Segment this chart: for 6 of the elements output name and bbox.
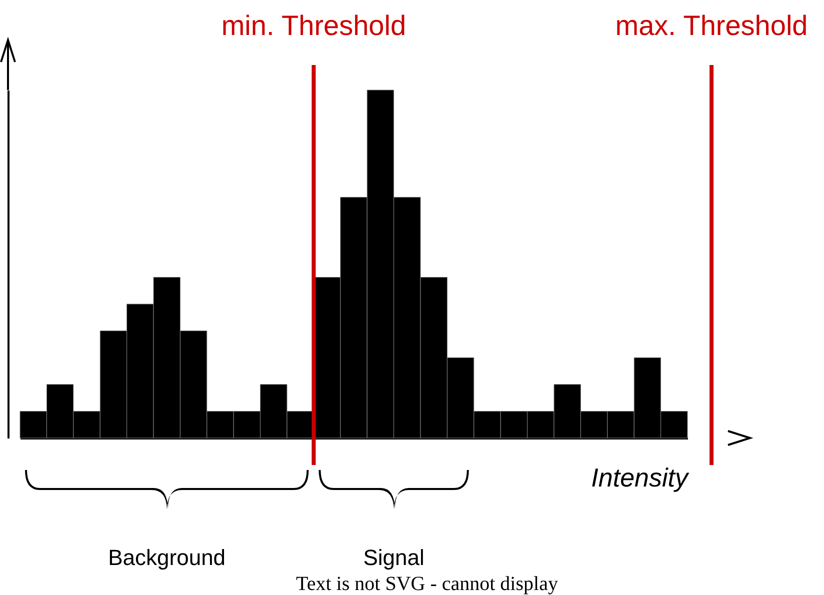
text: Text is not SVG - cannot display: [296, 573, 558, 595]
text: Background: [108, 545, 226, 570]
text: min. Threshold: [221, 10, 406, 41]
text: max. Threshold: [615, 10, 808, 41]
text: Signal: [363, 545, 424, 570]
x-axis-title: Intensity: [591, 462, 690, 492]
